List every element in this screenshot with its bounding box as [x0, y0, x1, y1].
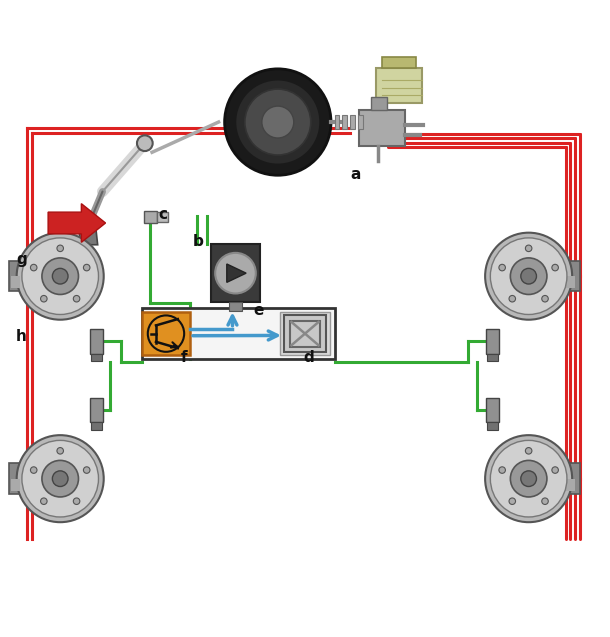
Bar — [10, 478, 20, 491]
Circle shape — [509, 498, 515, 505]
Bar — [350, 115, 355, 129]
Circle shape — [511, 461, 547, 497]
Text: g: g — [16, 252, 27, 267]
Bar — [335, 115, 339, 129]
Circle shape — [499, 467, 506, 473]
Circle shape — [84, 264, 90, 271]
Bar — [371, 97, 387, 110]
Text: a: a — [350, 168, 361, 182]
Circle shape — [485, 435, 572, 522]
Bar — [143, 211, 157, 223]
Circle shape — [490, 238, 567, 315]
Circle shape — [42, 461, 79, 497]
Circle shape — [499, 264, 506, 271]
Circle shape — [40, 498, 47, 505]
Circle shape — [511, 258, 547, 294]
Bar — [142, 308, 336, 359]
Circle shape — [235, 80, 320, 164]
Bar — [487, 354, 498, 361]
Text: e: e — [254, 303, 264, 318]
Bar — [342, 115, 347, 129]
Circle shape — [552, 264, 558, 271]
Bar — [486, 329, 499, 354]
Circle shape — [485, 233, 572, 320]
Circle shape — [224, 69, 331, 175]
Circle shape — [525, 448, 532, 454]
Text: f: f — [181, 350, 188, 365]
Circle shape — [30, 264, 37, 271]
Polygon shape — [48, 204, 106, 242]
Circle shape — [262, 106, 294, 138]
Bar — [290, 320, 320, 347]
Polygon shape — [79, 223, 98, 245]
Circle shape — [52, 268, 68, 284]
Circle shape — [22, 238, 98, 315]
Bar — [229, 302, 242, 311]
Bar — [10, 276, 20, 289]
Circle shape — [521, 471, 536, 487]
Circle shape — [42, 258, 79, 294]
Bar — [376, 68, 422, 103]
Bar — [90, 398, 103, 422]
Circle shape — [490, 440, 567, 517]
Circle shape — [16, 435, 104, 522]
Polygon shape — [227, 264, 246, 282]
Circle shape — [57, 245, 63, 252]
Bar — [91, 354, 102, 361]
Circle shape — [30, 467, 37, 473]
Bar — [9, 464, 26, 494]
Bar — [564, 261, 580, 291]
Bar — [487, 422, 498, 430]
Circle shape — [52, 471, 68, 487]
Circle shape — [57, 448, 63, 454]
Circle shape — [22, 440, 98, 517]
Bar — [90, 329, 103, 354]
Circle shape — [552, 467, 558, 473]
Circle shape — [509, 296, 515, 302]
Circle shape — [137, 135, 152, 151]
Circle shape — [16, 233, 104, 320]
Circle shape — [525, 245, 532, 252]
Bar — [565, 276, 575, 289]
Circle shape — [84, 467, 90, 473]
Circle shape — [245, 89, 310, 155]
Text: d: d — [304, 350, 315, 365]
Bar — [280, 312, 330, 355]
Circle shape — [521, 268, 536, 284]
Circle shape — [40, 296, 47, 302]
Bar — [565, 478, 575, 491]
Bar — [564, 464, 580, 494]
Text: c: c — [159, 207, 168, 222]
Bar — [211, 245, 260, 302]
Text: h: h — [16, 329, 27, 345]
Bar — [358, 115, 363, 129]
Circle shape — [542, 296, 548, 302]
Bar — [9, 261, 26, 291]
Bar — [486, 398, 499, 422]
Circle shape — [73, 296, 80, 302]
Circle shape — [73, 498, 80, 505]
Bar — [91, 422, 102, 430]
Text: b: b — [193, 234, 204, 249]
Bar — [359, 110, 404, 147]
Bar — [157, 212, 168, 222]
Circle shape — [215, 253, 256, 294]
Bar — [382, 57, 415, 68]
Bar — [142, 313, 190, 355]
Circle shape — [542, 498, 548, 505]
Bar — [284, 315, 326, 352]
